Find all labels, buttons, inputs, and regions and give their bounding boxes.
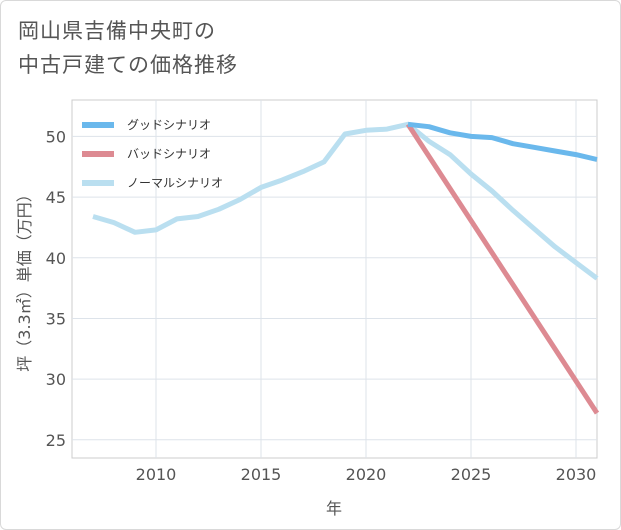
x-tick-label: 2015 xyxy=(241,465,282,484)
series-line xyxy=(92,121,599,281)
tick-labels: 2010 2015 2020 2025 2030 25 30 35 40 45 50 xyxy=(46,127,597,484)
legend-label: グッドシナリオ xyxy=(127,118,211,132)
legend-label: バッドシナリオ xyxy=(127,147,211,161)
y-tick-label: 30 xyxy=(46,370,66,389)
x-tick-label: 2010 xyxy=(136,465,177,484)
x-tick-label: 2030 xyxy=(556,465,597,484)
chart-title: 岡山県吉備中央町の 中古戸建ての価格推移 xyxy=(18,14,238,82)
y-tick-label: 25 xyxy=(46,431,66,450)
title-line-1: 岡山県吉備中央町の xyxy=(18,19,216,43)
y-axis-label: 坪（3.3㎡）単価（万円） xyxy=(15,186,34,371)
title-line-2: 中古戸建ての価格推移 xyxy=(18,53,238,77)
y-tick-label: 40 xyxy=(46,249,66,268)
series-line xyxy=(405,122,600,415)
y-tick-label: 35 xyxy=(46,309,66,328)
legend-label: ノーマルシナリオ xyxy=(127,176,223,190)
x-tick-label: 2025 xyxy=(451,465,492,484)
x-tick-label: 2020 xyxy=(346,465,387,484)
y-tick-label: 45 xyxy=(46,188,66,207)
series-line xyxy=(407,121,598,162)
x-axis-label: 年 xyxy=(326,499,342,518)
series-lines xyxy=(92,121,600,415)
grid-lines xyxy=(72,100,597,458)
y-tick-label: 50 xyxy=(46,127,66,146)
